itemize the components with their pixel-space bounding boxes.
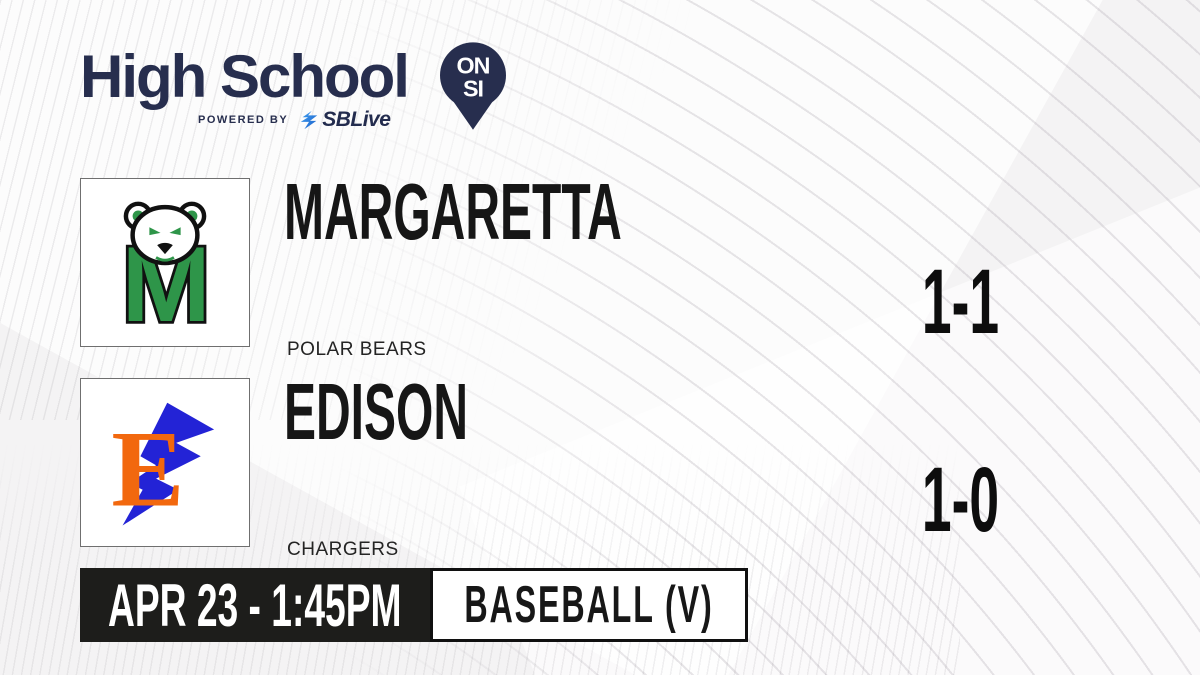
sblive-logo: SBLive (298, 108, 391, 132)
badge-line1: ON (457, 52, 490, 78)
badge-line2: SI (463, 76, 483, 102)
powered-by-label: POWERED BY (198, 114, 289, 126)
powered-by-row: POWERED BY SBLive (198, 108, 391, 132)
brand-wordmark: High School (80, 43, 410, 110)
team1-logo-box: M (80, 178, 250, 347)
team1-record: 1-1 (921, 251, 999, 353)
team2-logo-box: E (80, 378, 250, 547)
team2-record: 1-0 (921, 449, 999, 551)
on-si-pin-icon: ON SI (440, 42, 506, 130)
margaretta-polar-bear-logo-icon: M (119, 201, 214, 330)
sblive-s-icon (300, 110, 318, 130)
edison-lightning-e-logo-icon: E (111, 402, 215, 529)
team2-mascot: CHARGERS (287, 539, 399, 560)
game-datetime-box: APR 23 - 1:45PM (80, 568, 430, 642)
team2-logo-letter: E (111, 407, 184, 529)
sblive-wordmark: SBLive (322, 108, 391, 131)
game-event: BASEBALL (V) (464, 576, 714, 634)
team2-name: EDISON (284, 367, 469, 456)
team1-mascot: POLAR BEARS (287, 339, 427, 360)
team1-name: MARGARETTA (284, 167, 622, 256)
game-event-box: BASEBALL (V) (430, 568, 748, 642)
